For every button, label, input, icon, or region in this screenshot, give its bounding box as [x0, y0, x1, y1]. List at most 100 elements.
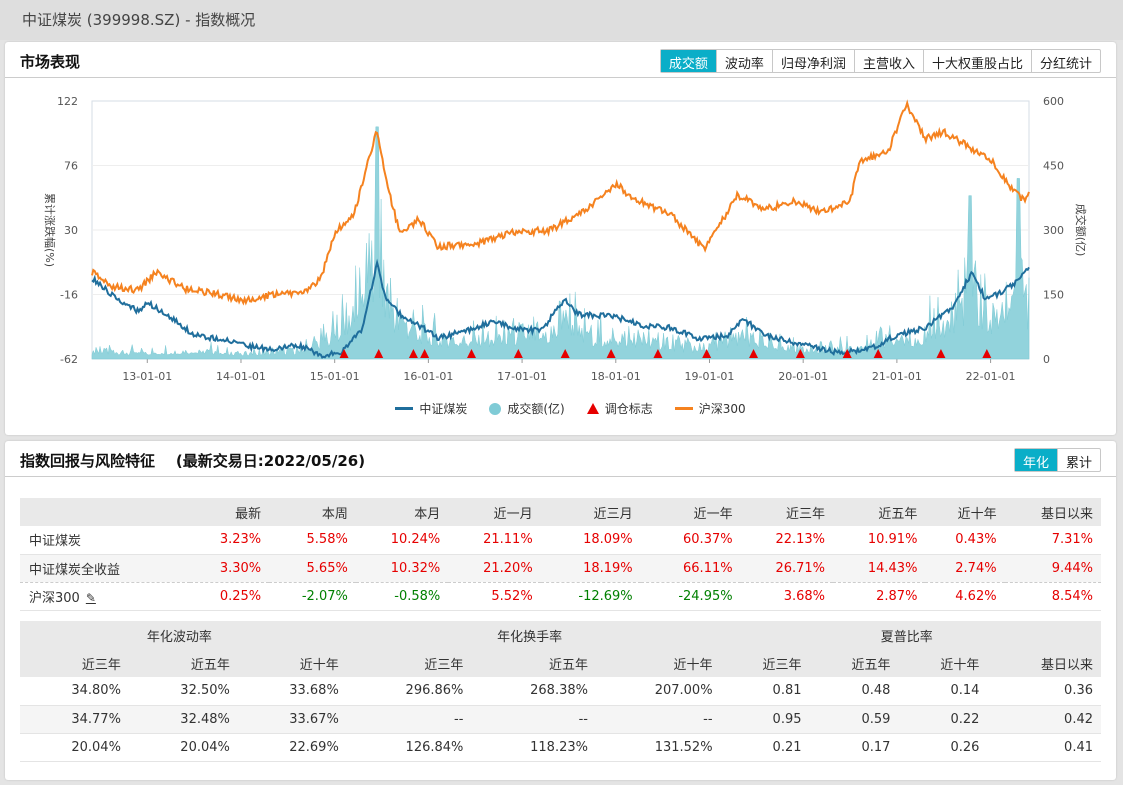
return-value: 7.31%	[1004, 526, 1101, 555]
rebalance-marker[interactable]	[982, 349, 992, 358]
toggle-annualized[interactable]: 年化	[1014, 449, 1057, 471]
column-header: 近三年	[740, 498, 834, 526]
column-header: 近一月	[448, 498, 541, 526]
column-header: 基日以来	[987, 649, 1101, 677]
rebalance-marker[interactable]	[749, 349, 759, 358]
rebalance-marker[interactable]	[560, 349, 570, 358]
risk-value: 296.86%	[346, 677, 472, 706]
risk-value: 20.04%	[20, 733, 129, 762]
x-tick-label: 16-01-01	[403, 370, 453, 383]
table-row: 34.77% 32.48% 33.67% -- -- -- 0.95 0.59 0.22 0.42	[20, 705, 1101, 734]
return-value: -12.69%	[540, 582, 641, 611]
header-row: 近三年 近五年 近十年 近三年 近五年 近十年 近三年 近五年 近十年 基日以来	[20, 649, 1101, 677]
y2-tick-label: 300	[1043, 224, 1064, 237]
rebalance-marker[interactable]	[795, 349, 805, 358]
risk-value: 0.26	[898, 733, 988, 762]
legend-rebalance[interactable]: 调仓标志	[586, 400, 653, 417]
y-tick-label: -62	[60, 353, 78, 366]
window-title: 中证煤炭 (399998.SZ) - 指数概况	[0, 0, 1123, 40]
risk-value: 0.14	[898, 677, 988, 706]
risk-value: 32.50%	[128, 677, 238, 706]
table-row: 20.04% 20.04% 22.69% 126.84% 118.23% 131.52% 0…	[20, 733, 1101, 762]
risk-value: 33.68%	[237, 677, 347, 706]
group-header: 年化换手率	[346, 621, 721, 649]
returns-table: 最新 本周 本月 近一月 近三月 近一年 近三年 近五年 近十年 基日以来 中证煤炭 3.23% 5.5…	[20, 498, 1101, 611]
rebalance-marker[interactable]	[420, 349, 430, 358]
risk-value: 0.95	[720, 705, 810, 734]
y-axis-label: 累计涨跌幅(%)	[43, 193, 57, 267]
x-tick-label: 18-01-01	[591, 370, 641, 383]
return-value: -0.58%	[355, 582, 449, 611]
rebalance-marker[interactable]	[702, 349, 712, 358]
column-header: 近三年	[20, 649, 129, 677]
legend-index[interactable]: 中证煤炭	[395, 400, 467, 417]
group-header: 年化波动率	[20, 621, 347, 649]
toggle-cumulative[interactable]: 累计	[1056, 449, 1100, 471]
rebalance-marker[interactable]	[374, 349, 384, 358]
tab-2[interactable]: 归母净利润	[771, 50, 854, 72]
x-tick-label: 21-01-01	[872, 370, 922, 383]
column-header: 近五年	[833, 498, 926, 526]
return-value: 0.25%	[190, 582, 270, 611]
index-name: 沪深300	[29, 590, 80, 606]
risk-value: 0.42	[987, 705, 1101, 734]
return-value: 5.52%	[448, 582, 541, 611]
y2-tick-label: 450	[1043, 160, 1064, 173]
return-value: 3.68%	[740, 582, 834, 611]
column-header: 基日以来	[1004, 498, 1101, 526]
legend-label: 沪深300	[698, 402, 746, 416]
tab-4[interactable]: 十大权重股占比	[922, 50, 1031, 72]
column-header: 近十年	[898, 649, 988, 677]
return-value: 8.54%	[1004, 582, 1101, 611]
legend-label: 成交额(亿)	[507, 402, 565, 416]
legend-hs300[interactable]: 沪深300	[674, 400, 746, 417]
rebalance-marker[interactable]	[339, 349, 349, 358]
edit-pencil-icon[interactable]: ✎	[85, 590, 96, 605]
column-header: 近十年	[925, 498, 1005, 526]
table-row: 34.80% 32.50% 33.68% 296.86% 268.38% 207.00% 0…	[20, 677, 1101, 706]
risk-value: 207.00%	[595, 677, 721, 706]
y-tick-label: -16	[60, 289, 78, 302]
rebalance-marker[interactable]	[936, 349, 946, 358]
return-value: 21.20%	[448, 554, 541, 583]
rebalance-marker[interactable]	[653, 349, 663, 358]
tab-1[interactable]: 波动率	[715, 50, 772, 72]
risk-value: 32.48%	[128, 705, 238, 734]
column-header	[20, 498, 190, 526]
return-value: 26.71%	[740, 554, 834, 583]
return-value: 0.43%	[925, 526, 1005, 555]
row-label: 中证煤炭	[20, 526, 190, 555]
group-header: 夏普比率	[720, 621, 1101, 649]
risk-value: 126.84%	[346, 733, 472, 762]
table-row: 中证煤炭全收益 3.30% 5.65% 10.32% 21.20% 18.19% 66.11…	[20, 554, 1101, 583]
latest-trade-date: (最新交易日:2022/05/26)	[175, 452, 366, 470]
tab-5[interactable]: 分红统计	[1030, 50, 1100, 72]
risk-value: 118.23%	[471, 733, 596, 762]
return-value: 21.11%	[448, 526, 541, 555]
column-header: 近三年	[346, 649, 472, 677]
returns-title: 指数回报与风险特征	[20, 452, 156, 470]
y2-tick-label: 150	[1043, 289, 1064, 302]
return-value: 2.87%	[833, 582, 926, 611]
risk-value: 34.77%	[20, 705, 129, 734]
rebalance-marker[interactable]	[408, 349, 418, 358]
risk-value: --	[471, 705, 596, 734]
tab-3[interactable]: 主营收入	[853, 50, 923, 72]
x-tick-label: 14-01-01	[216, 370, 266, 383]
risk-value: 0.48	[809, 677, 899, 706]
y2-axis-label: 成交额(亿)	[1074, 204, 1088, 257]
rebalance-marker[interactable]	[466, 349, 476, 358]
rebalance-marker[interactable]	[842, 349, 852, 358]
legend-volume[interactable]: 成交额(亿)	[489, 400, 565, 417]
risk-value: 0.41	[987, 733, 1101, 762]
rebalance-marker[interactable]	[513, 349, 523, 358]
panel-title: 指数回报与风险特征 (最新交易日:2022/05/26)	[20, 450, 365, 471]
return-value: 10.24%	[355, 526, 449, 555]
index-name: 中证煤炭	[29, 534, 82, 550]
rebalance-marker[interactable]	[873, 349, 883, 358]
rebalance-marker[interactable]	[606, 349, 616, 358]
tab-0[interactable]: 成交额	[660, 50, 716, 72]
x-tick-label: 22-01-01	[966, 370, 1016, 383]
risk-value: --	[346, 705, 472, 734]
risk-value: 0.81	[720, 677, 810, 706]
